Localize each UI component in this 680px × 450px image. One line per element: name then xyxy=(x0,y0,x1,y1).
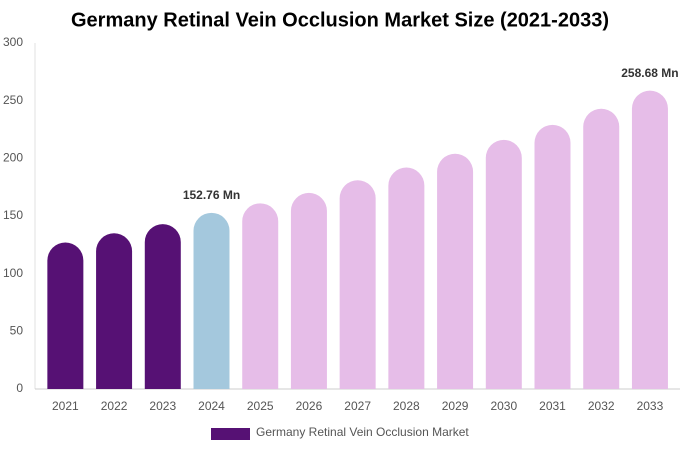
y-tick-label: 150 xyxy=(3,208,23,222)
y-tick-label: 250 xyxy=(3,93,23,107)
x-tick-label: 2026 xyxy=(296,399,323,413)
bar xyxy=(290,192,327,389)
y-tick-label: 50 xyxy=(10,324,24,338)
bar xyxy=(534,124,571,390)
bar xyxy=(339,180,376,389)
bar xyxy=(144,224,181,389)
bar xyxy=(485,139,522,389)
x-tick-label: 2030 xyxy=(490,399,517,413)
x-tick-label: 2022 xyxy=(101,399,128,413)
x-tick-label: 2021 xyxy=(52,399,79,413)
bar xyxy=(47,242,84,389)
data-label: 258.68 Mn xyxy=(621,66,678,80)
y-tick-label: 200 xyxy=(3,151,23,165)
x-tick-label: 2027 xyxy=(344,399,371,413)
x-tick-label: 2028 xyxy=(393,399,420,413)
bar xyxy=(193,212,230,389)
y-tick-label: 100 xyxy=(3,266,23,280)
bar xyxy=(583,108,620,390)
chart-title: Germany Retinal Vein Occlusion Market Si… xyxy=(71,9,609,31)
x-tick-label: 2025 xyxy=(247,399,274,413)
bar xyxy=(437,153,474,389)
legend-label: Germany Retinal Vein Occlusion Market xyxy=(256,425,469,439)
x-tick-label: 2024 xyxy=(198,399,225,413)
legend-swatch xyxy=(211,428,250,440)
bar xyxy=(242,203,279,389)
bar xyxy=(388,167,425,389)
x-tick-label: 2032 xyxy=(588,399,615,413)
y-tick-label: 300 xyxy=(3,35,23,49)
x-tick-label: 2031 xyxy=(539,399,566,413)
data-label: 152.76 Mn xyxy=(183,188,240,202)
bar xyxy=(631,90,668,389)
x-tick-label: 2023 xyxy=(149,399,176,413)
x-tick-label: 2033 xyxy=(637,399,664,413)
y-tick-label: 0 xyxy=(16,381,23,395)
bar xyxy=(96,233,133,389)
x-tick-label: 2029 xyxy=(442,399,469,413)
